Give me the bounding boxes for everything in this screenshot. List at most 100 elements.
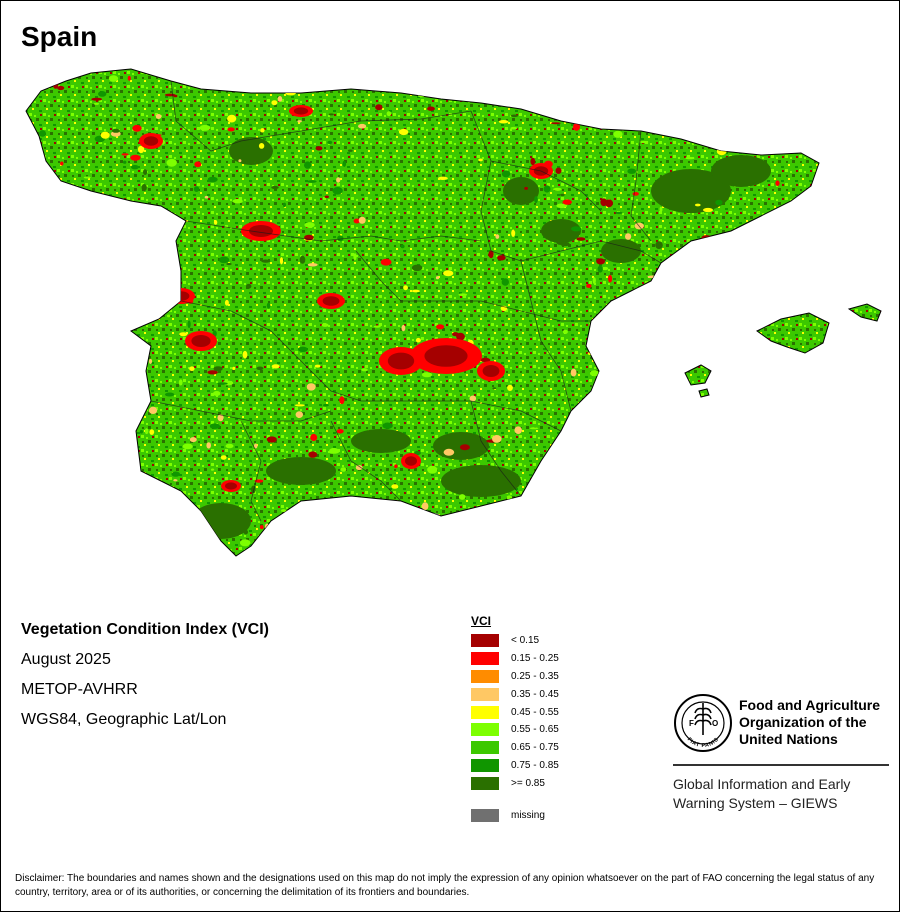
vci-patch bbox=[606, 413, 610, 417]
vci-patch bbox=[659, 518, 671, 526]
vci-patch bbox=[126, 354, 133, 361]
vci-patch bbox=[507, 384, 513, 391]
vci-patch bbox=[651, 409, 659, 413]
vci-patch bbox=[421, 372, 433, 378]
vci-patch bbox=[562, 199, 572, 205]
vci-patch bbox=[694, 203, 701, 207]
vci-patch bbox=[271, 364, 280, 369]
legend-swatch bbox=[471, 652, 499, 666]
vci-patch bbox=[615, 424, 620, 431]
vci-patch bbox=[144, 227, 150, 231]
vci-patch bbox=[155, 114, 162, 119]
vci-patch bbox=[492, 387, 497, 390]
vci-patch bbox=[61, 506, 67, 509]
vci-patch bbox=[144, 488, 153, 497]
vci-patch bbox=[704, 310, 711, 317]
vci-patch-high bbox=[191, 503, 251, 539]
vci-patch bbox=[42, 327, 53, 331]
vci-patch bbox=[336, 429, 344, 434]
vci-patch-high bbox=[711, 155, 771, 187]
vci-patch bbox=[561, 516, 571, 519]
legend-label: 0.35 - 0.45 bbox=[511, 688, 559, 700]
vci-patch bbox=[810, 466, 819, 472]
vci-patch bbox=[698, 496, 708, 500]
vci-patch bbox=[314, 364, 321, 368]
vci-patch bbox=[340, 467, 347, 472]
legend-swatch bbox=[471, 776, 499, 790]
vci-patch bbox=[310, 433, 318, 442]
vci-patch bbox=[715, 463, 725, 469]
vci-patch bbox=[288, 516, 299, 519]
vci-patch bbox=[746, 240, 750, 248]
vci-patch bbox=[816, 172, 819, 181]
vci-patch bbox=[685, 156, 695, 160]
vci-patch bbox=[297, 346, 308, 352]
vci-patch bbox=[639, 140, 649, 144]
vci-patch bbox=[258, 143, 265, 149]
vci-patch bbox=[83, 176, 91, 179]
vci-patch bbox=[308, 451, 318, 458]
vci-patch bbox=[573, 123, 580, 131]
vci-patch bbox=[70, 304, 80, 310]
fao-emblem-icon: F O FIAT PANIS bbox=[674, 694, 732, 752]
vci-patch bbox=[600, 198, 608, 207]
vci-patch bbox=[388, 71, 394, 76]
vci-patch bbox=[242, 350, 248, 359]
vci-patch bbox=[498, 120, 509, 124]
vci-patch bbox=[809, 407, 816, 414]
vci-patch bbox=[437, 176, 448, 180]
vci-patch bbox=[66, 434, 70, 438]
vci-patch-lowest bbox=[424, 345, 468, 367]
vci-patch bbox=[374, 535, 378, 544]
vci-patch bbox=[535, 518, 544, 526]
vci-patch bbox=[173, 94, 178, 98]
vci-patch-lowest bbox=[172, 291, 190, 301]
vci-patch bbox=[639, 532, 647, 539]
vci-patch bbox=[417, 82, 427, 89]
vci-patch bbox=[469, 395, 477, 402]
vci-patch bbox=[131, 165, 139, 170]
vci-patch bbox=[488, 250, 494, 259]
vci-patch bbox=[640, 326, 648, 335]
vci-patch-high bbox=[601, 239, 641, 263]
vci-patch bbox=[304, 222, 315, 228]
vci-patch bbox=[577, 114, 588, 120]
vci-patch bbox=[56, 326, 60, 332]
vci-patch bbox=[660, 436, 669, 439]
vci-patch bbox=[253, 443, 258, 449]
vci-patch bbox=[725, 294, 734, 300]
vci-patch bbox=[800, 69, 809, 78]
vci-patch bbox=[358, 123, 367, 129]
legend-swatch bbox=[471, 705, 499, 719]
vci-patch bbox=[435, 84, 440, 91]
vci-patch bbox=[389, 514, 398, 518]
vci-patch bbox=[210, 71, 216, 78]
vci-patch bbox=[164, 392, 175, 397]
vci-patch bbox=[809, 385, 818, 389]
vci-patch bbox=[647, 275, 657, 279]
map-title: Spain bbox=[21, 21, 98, 52]
vci-patch bbox=[115, 297, 119, 304]
vci-patch bbox=[41, 545, 51, 551]
vci-patch bbox=[782, 224, 790, 230]
vci-patch-lowest bbox=[191, 335, 211, 347]
vci-patch bbox=[655, 241, 663, 250]
vci-patch bbox=[398, 128, 409, 136]
vci-patch bbox=[295, 411, 303, 418]
vci-patch bbox=[690, 82, 698, 89]
vci-patch bbox=[562, 329, 568, 334]
vci-patch bbox=[337, 235, 344, 242]
vci-patch bbox=[459, 444, 470, 451]
vci-patch bbox=[171, 471, 180, 477]
vci-patch bbox=[358, 216, 366, 224]
vci-patch bbox=[639, 510, 650, 515]
vci-patch bbox=[455, 93, 460, 99]
vci-patch bbox=[60, 161, 64, 166]
vci-patch bbox=[129, 418, 134, 424]
vci-patch bbox=[735, 341, 740, 347]
legend-label: 0.75 - 0.85 bbox=[511, 759, 559, 771]
vci-patch bbox=[328, 450, 339, 454]
vci-patch bbox=[791, 452, 797, 457]
vci-patch bbox=[375, 104, 383, 111]
vci-patch bbox=[149, 429, 155, 435]
